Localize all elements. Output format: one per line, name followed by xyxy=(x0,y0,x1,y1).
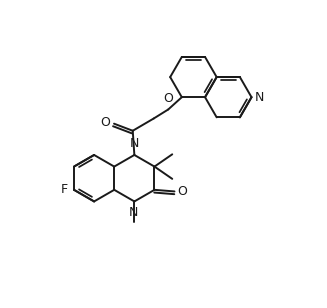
Text: O: O xyxy=(178,185,188,198)
Text: O: O xyxy=(163,92,173,105)
Text: F: F xyxy=(61,183,68,196)
Text: N: N xyxy=(130,137,139,150)
Text: O: O xyxy=(100,116,110,129)
Text: N: N xyxy=(129,206,138,219)
Text: N: N xyxy=(255,91,264,104)
